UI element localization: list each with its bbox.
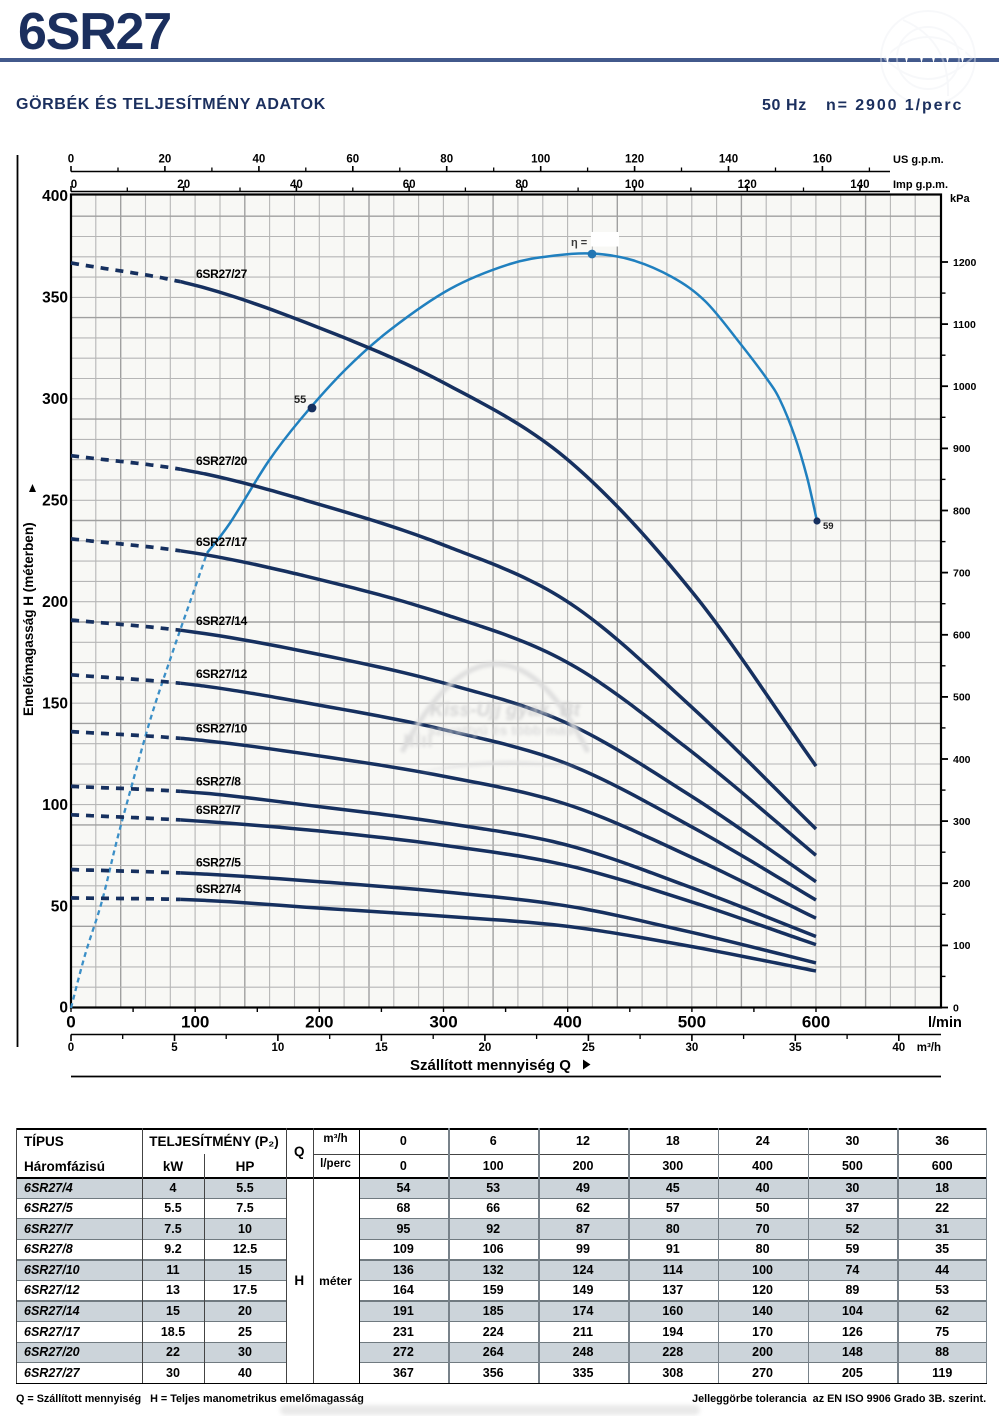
svg-text:0: 0 (68, 1042, 74, 1054)
svg-text:100: 100 (181, 1013, 209, 1032)
svg-text:140: 140 (719, 154, 738, 166)
svg-text:20: 20 (159, 154, 172, 166)
svg-text:6SR27/12: 6SR27/12 (196, 667, 248, 681)
svg-text:200: 200 (42, 594, 68, 611)
svg-text:0: 0 (68, 154, 74, 166)
svg-text:250: 250 (42, 493, 68, 510)
svg-text:400: 400 (554, 1013, 582, 1032)
svg-text:kPa: kPa (950, 193, 970, 205)
svg-text:1100: 1100 (953, 319, 976, 331)
svg-text:500: 500 (953, 692, 971, 704)
svg-text:0: 0 (71, 179, 77, 191)
svg-text:100: 100 (953, 940, 971, 952)
svg-text:300: 300 (429, 1013, 457, 1032)
svg-text:6SR27/20: 6SR27/20 (196, 454, 248, 468)
svg-text:300: 300 (953, 816, 971, 828)
svg-text:40: 40 (290, 179, 303, 191)
svg-text:Emelőmagasság H (méterben): Emelőmagasság H (méterben) (21, 522, 36, 716)
svg-text:800: 800 (953, 505, 971, 517)
svg-text:US g.p.m.: US g.p.m. (893, 154, 944, 166)
svg-text:0: 0 (59, 1000, 68, 1017)
svg-text:6SR27/27: 6SR27/27 (196, 267, 248, 281)
svg-text:120: 120 (738, 179, 757, 191)
svg-text:1000: 1000 (953, 381, 977, 393)
svg-text:100: 100 (625, 179, 644, 191)
svg-text:η =: η = (571, 237, 587, 249)
svg-text:40: 40 (253, 154, 266, 166)
svg-text:6SR27/14: 6SR27/14 (196, 614, 248, 628)
svg-text:25: 25 (582, 1042, 595, 1054)
svg-text:80: 80 (440, 154, 453, 166)
svg-text:200: 200 (305, 1013, 333, 1032)
svg-text:20: 20 (479, 1042, 492, 1054)
svg-text:Imp g.p.m.: Imp g.p.m. (893, 179, 948, 191)
svg-text:900: 900 (953, 443, 971, 455)
svg-text:60: 60 (403, 179, 416, 191)
svg-text:350: 350 (42, 290, 68, 307)
svg-text:120: 120 (625, 154, 644, 166)
svg-text:6SR27/5: 6SR27/5 (196, 856, 241, 870)
svg-text:50: 50 (51, 898, 68, 915)
svg-text:40: 40 (892, 1042, 905, 1054)
svg-text:140: 140 (850, 179, 869, 191)
svg-text:20: 20 (177, 179, 190, 191)
svg-text:6SR27/8: 6SR27/8 (196, 774, 241, 788)
svg-text:6SR27/4: 6SR27/4 (196, 882, 241, 896)
svg-text:Szállított mennyiség Q: Szállított mennyiség Q (410, 1057, 571, 1074)
svg-text:15: 15 (375, 1042, 388, 1054)
svg-text:35: 35 (789, 1042, 802, 1054)
svg-text:500: 500 (678, 1013, 706, 1032)
svg-text:1200: 1200 (953, 257, 977, 269)
svg-text:6SR27/7: 6SR27/7 (196, 803, 241, 817)
svg-text:Kiss-Ujj gyak. Bt: Kiss-Ujj gyak. Bt (430, 700, 581, 721)
svg-text:400: 400 (953, 754, 971, 766)
svg-text:600: 600 (802, 1013, 830, 1032)
svg-text:150: 150 (42, 695, 68, 712)
svg-text:160: 160 (813, 154, 832, 166)
svg-text:l/min: l/min (928, 1015, 962, 1031)
svg-text:60: 60 (346, 154, 359, 166)
svg-text:m³/h: m³/h (917, 1042, 941, 1054)
svg-text:5: 5 (171, 1042, 178, 1054)
svg-text:55: 55 (294, 394, 306, 406)
svg-text:59: 59 (823, 521, 834, 532)
svg-text:6SR27/17: 6SR27/17 (196, 535, 248, 549)
svg-text:30: 30 (686, 1042, 699, 1054)
svg-text:600: 600 (953, 630, 971, 642)
svg-text:szivattyú és több más: szivattyú és több más (428, 722, 574, 738)
svg-text:400: 400 (42, 188, 68, 205)
svg-text:0: 0 (66, 1013, 75, 1032)
svg-text:700: 700 (953, 567, 971, 579)
svg-text:80: 80 (515, 179, 528, 191)
svg-text:300: 300 (42, 391, 68, 408)
svg-text:100: 100 (42, 797, 68, 814)
svg-text:6SR27/10: 6SR27/10 (196, 722, 248, 736)
svg-text:10: 10 (272, 1042, 285, 1054)
svg-text:100: 100 (531, 154, 550, 166)
svg-text:200: 200 (953, 878, 971, 890)
svg-text:0: 0 (953, 1002, 959, 1014)
